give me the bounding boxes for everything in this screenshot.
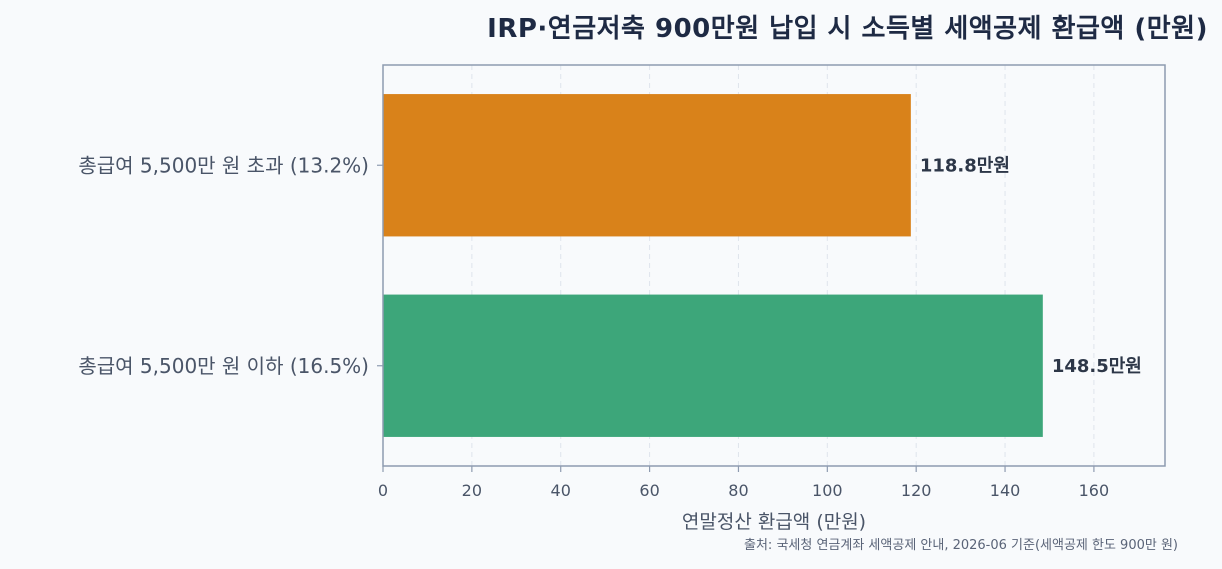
value-labels: 118.8만원 148.5만원 <box>920 155 1142 377</box>
category-label: 총급여 5,500만 원 이하 (16.5%) <box>78 354 369 378</box>
value-label: 148.5만원 <box>1052 356 1142 377</box>
x-tick-label: 20 <box>462 481 482 500</box>
bar <box>383 294 1043 437</box>
x-tick-label: 80 <box>728 481 748 500</box>
x-axis-label: 연말정산 환급액 (만원) <box>682 511 866 533</box>
bars <box>383 94 1043 437</box>
x-ticks: 0 20 40 60 80 100 120 140 160 <box>378 466 1109 500</box>
chart-title: IRP·연금저축 900만원 납입 시 소득별 세액공제 환급액 (만원) <box>487 14 1208 44</box>
x-tick-label: 40 <box>551 481 571 500</box>
x-tick-label: 120 <box>901 481 932 500</box>
category-label: 총급여 5,500만 원 초과 (13.2%) <box>78 153 369 177</box>
category-labels: 총급여 5,500만 원 초과 (13.2%) 총급여 5,500만 원 이하 (… <box>78 153 383 378</box>
source-note: 출처: 국세청 연금계좌 세액공제 안내, 2026-06 기준(세액공제 한도… <box>744 538 1178 553</box>
x-tick-label: 100 <box>812 481 843 500</box>
bar <box>383 94 911 237</box>
x-tick-label: 60 <box>639 481 659 500</box>
value-label: 118.8만원 <box>920 155 1010 176</box>
plot-frame <box>382 64 1166 467</box>
x-tick-label: 140 <box>990 481 1021 500</box>
x-tick-label: 160 <box>1079 481 1110 500</box>
x-tick-label: 0 <box>378 481 388 500</box>
